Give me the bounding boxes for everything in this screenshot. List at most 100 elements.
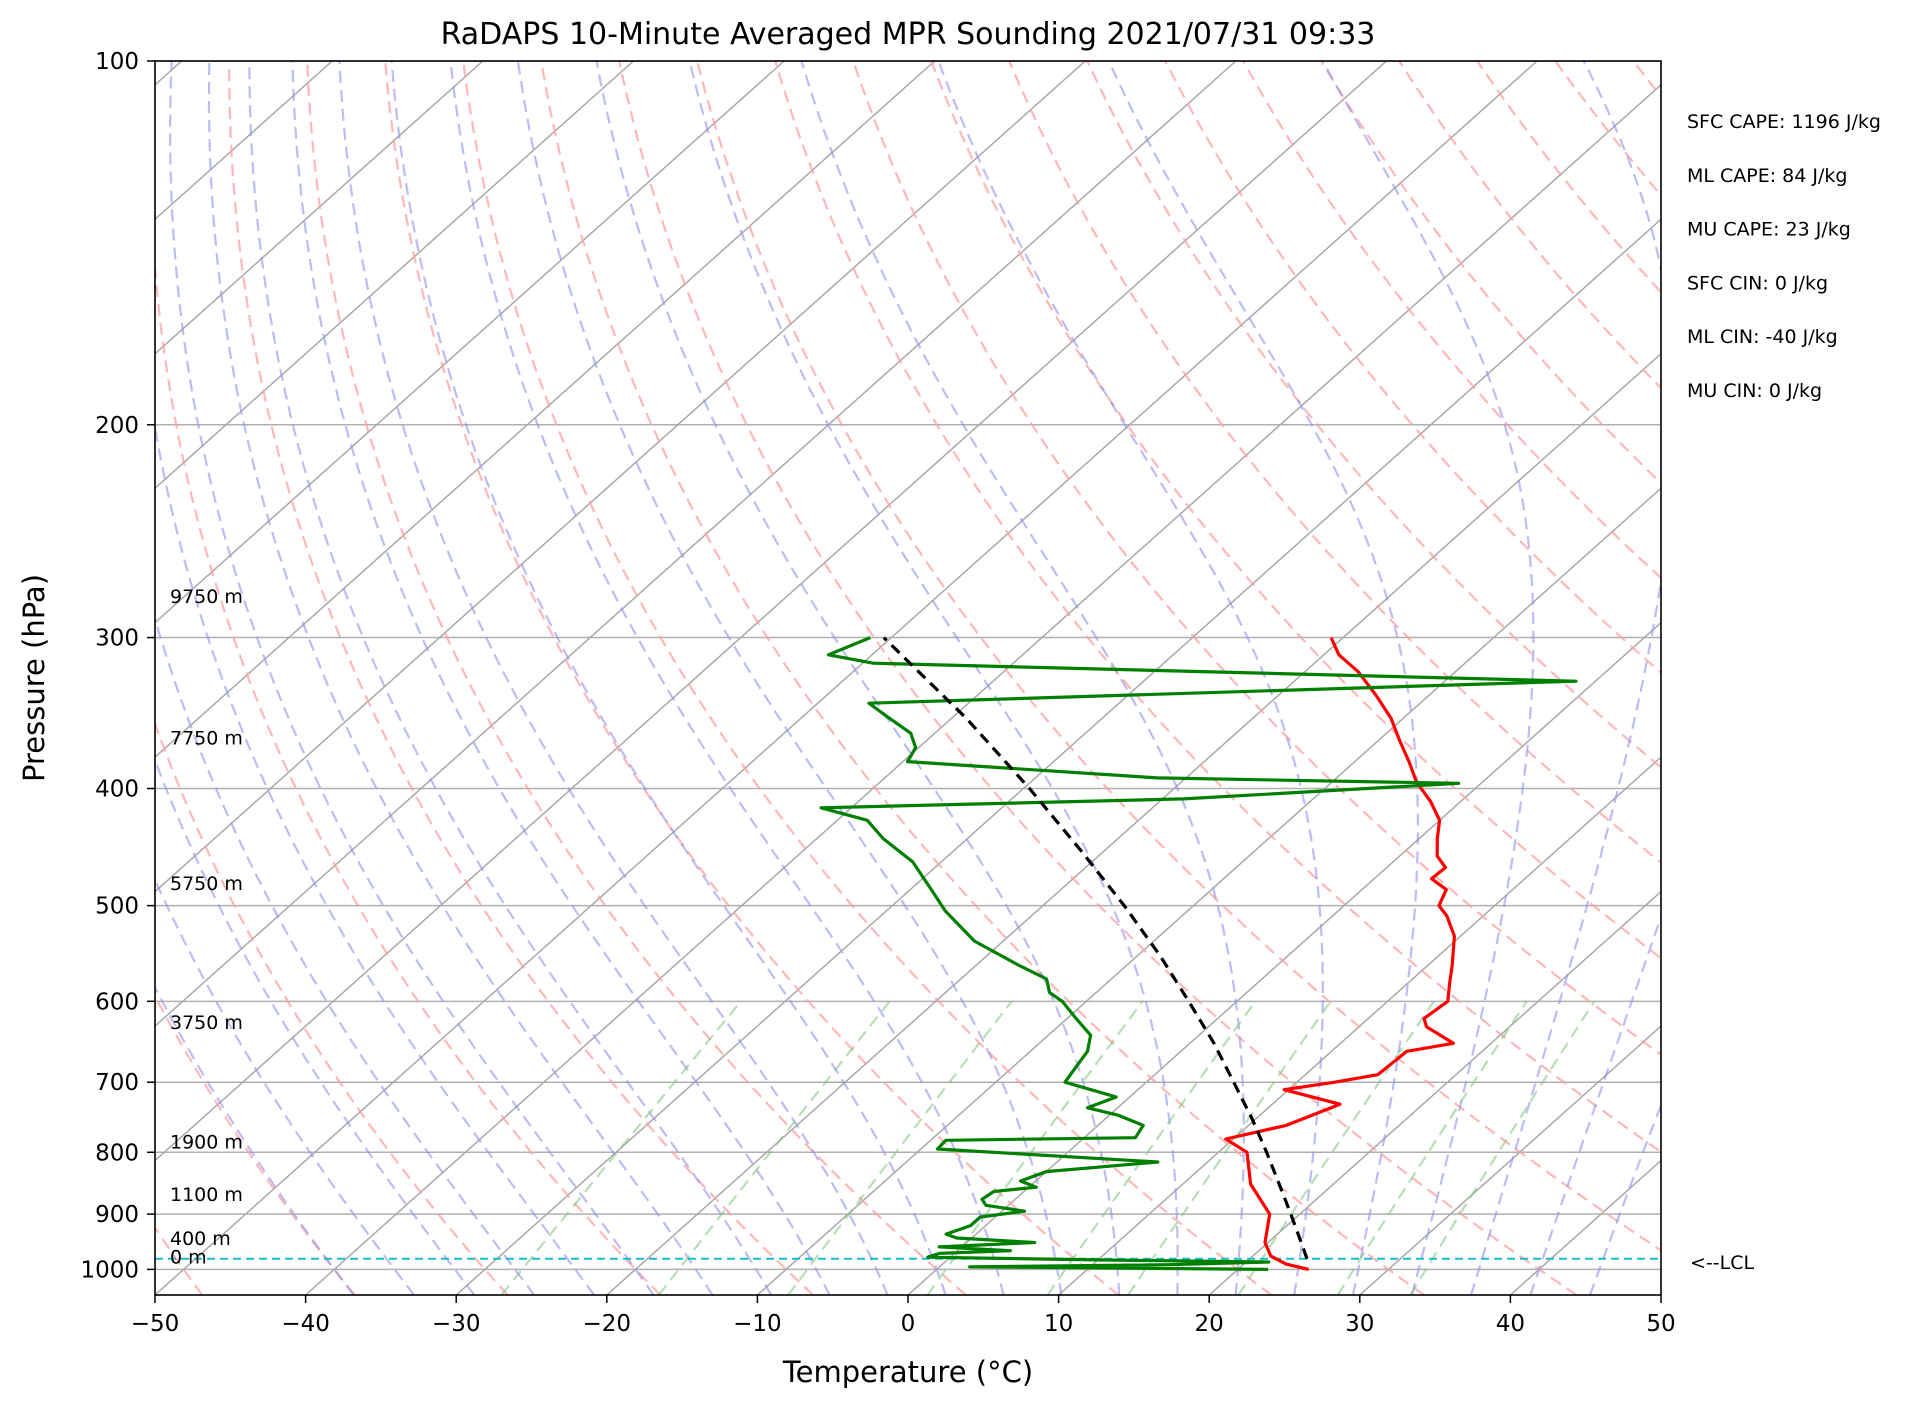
isotherm-line bbox=[155, 61, 1538, 1295]
moist-adiabat-line bbox=[207, 61, 714, 1295]
y-tick-label: 600 bbox=[95, 989, 139, 1015]
stat-text: MU CIN: 0 J/kg bbox=[1687, 380, 1822, 402]
moist-adiabat-line bbox=[937, 61, 1324, 1295]
isotherm-line bbox=[155, 61, 1237, 1028]
y-tick-label: 400 bbox=[95, 777, 139, 803]
x-tick-label: −10 bbox=[733, 1311, 782, 1337]
moist-adiabat-line bbox=[248, 61, 773, 1295]
dry-adiabat-line bbox=[1164, 61, 1661, 674]
moist-adiabat-line bbox=[1107, 61, 1419, 1295]
x-tick-label: −20 bbox=[583, 1311, 632, 1337]
stats-panel: SFC CAPE: 1196 J/kg ML CAPE: 84 J/kg MU CA… bbox=[1687, 111, 1881, 402]
dry-adiabat-line bbox=[1867, 61, 1925, 1295]
y-tick-label: 1000 bbox=[80, 1257, 139, 1283]
parcel-profile bbox=[882, 636, 1309, 1260]
x-tick-label: 50 bbox=[1646, 1311, 1675, 1337]
dry-adiabat-line bbox=[306, 61, 967, 1295]
dry-adiabat-line bbox=[1086, 61, 1661, 769]
y-tick-label: 700 bbox=[95, 1070, 139, 1096]
moist-adiabat-line bbox=[291, 61, 831, 1295]
mixing-ratio-line bbox=[1046, 1000, 1257, 1295]
mixing-ratio-lines bbox=[500, 1000, 1596, 1295]
height-label: 3750 m bbox=[170, 1012, 243, 1034]
isotherm-line bbox=[1660, 1293, 1661, 1295]
mixing-ratio-line bbox=[1237, 1000, 1435, 1295]
dry-adiabat-line bbox=[384, 61, 1120, 1295]
mixing-ratio-line bbox=[1409, 1000, 1596, 1295]
mixing-ratio-line bbox=[500, 1000, 742, 1295]
x-tick-label: −30 bbox=[432, 1311, 481, 1337]
height-label: 1100 m bbox=[170, 1184, 243, 1206]
moist-adiabat-line bbox=[688, 61, 1179, 1295]
dry-adiabat-line bbox=[1789, 61, 1925, 1295]
isotherm-line bbox=[155, 61, 1086, 893]
y-tick-label: 100 bbox=[95, 49, 139, 75]
isotherm-line bbox=[155, 61, 785, 624]
isotherm-line bbox=[1359, 1025, 1661, 1295]
temperature-profile bbox=[1224, 636, 1456, 1271]
mixing-ratio-line bbox=[1336, 1000, 1528, 1295]
background-lines bbox=[155, 61, 1925, 1295]
dewpoint-profile bbox=[819, 636, 1578, 1271]
mixing-ratio-line bbox=[787, 1000, 1013, 1295]
isotherm-line bbox=[155, 61, 1387, 1162]
moist-adiabat-line bbox=[155, 757, 476, 1295]
x-axis-label: Temperature (°C) bbox=[782, 1355, 1033, 1389]
x-tick-label: 10 bbox=[1044, 1311, 1073, 1337]
height-label: 9750 m bbox=[170, 586, 243, 608]
isotherm-line bbox=[455, 218, 1661, 1295]
moist-adiabat-line bbox=[1470, 61, 1661, 1295]
moist-adiabat-line bbox=[168, 61, 655, 1295]
y-axis-ticks: 100 200 300 400 500 600 700 800 900 1000 bbox=[80, 49, 155, 1283]
dry-adiabat-line bbox=[540, 61, 1425, 1295]
height-labels: 9750 m 7750 m 5750 m 3750 m 1900 m 1100 m 400 … bbox=[170, 586, 243, 1269]
moist-adiabat-line bbox=[800, 61, 1245, 1295]
isotherm-line bbox=[1812, 61, 1925, 1295]
series-layer bbox=[819, 636, 1578, 1271]
moist-adiabat-line bbox=[155, 877, 415, 1295]
isotherm-line bbox=[155, 61, 936, 759]
isotherm-line bbox=[305, 83, 1661, 1295]
height-label: 7750 m bbox=[170, 727, 243, 749]
moist-adiabat-line bbox=[449, 61, 1005, 1295]
moist-adiabat-line bbox=[1321, 61, 1535, 1295]
chart-title: RaDAPS 10-Minute Averaged MPR Sounding 2… bbox=[441, 17, 1376, 52]
x-tick-label: 30 bbox=[1345, 1311, 1374, 1337]
moist-adiabats bbox=[155, 61, 1661, 1295]
dry-adiabats bbox=[155, 61, 1925, 1295]
y-tick-label: 500 bbox=[95, 894, 139, 920]
y-tick-label: 300 bbox=[95, 626, 139, 652]
y-tick-label: 200 bbox=[95, 413, 139, 439]
stat-text: ML CIN: -40 J/kg bbox=[1687, 326, 1838, 348]
dry-adiabat-line bbox=[155, 255, 662, 1295]
x-tick-label: 0 bbox=[901, 1311, 916, 1337]
isotherm-line bbox=[907, 621, 1661, 1295]
x-tick-label: −40 bbox=[281, 1311, 330, 1337]
height-label: 400 m bbox=[170, 1228, 231, 1250]
y-tick-label: 900 bbox=[95, 1202, 139, 1228]
height-label: 1900 m bbox=[170, 1131, 243, 1153]
height-label: 0 m bbox=[170, 1246, 207, 1268]
moist-adiabat-line bbox=[1529, 913, 1661, 1295]
dry-adiabat-line bbox=[696, 61, 1661, 1252]
moist-adiabat-line bbox=[155, 615, 536, 1295]
y-tick-label: 800 bbox=[95, 1140, 139, 1166]
isotherm-line bbox=[1208, 890, 1661, 1295]
dry-adiabat-line bbox=[462, 61, 1272, 1295]
x-tick-label: 20 bbox=[1195, 1311, 1224, 1337]
stat-text: SFC CAPE: 1196 J/kg bbox=[1687, 111, 1881, 133]
mixing-ratio-line bbox=[1127, 1000, 1332, 1295]
stat-text: SFC CIN: 0 J/kg bbox=[1687, 272, 1828, 294]
mixing-ratio-line bbox=[657, 1000, 891, 1295]
dry-adiabat-line bbox=[1632, 61, 1661, 99]
moist-adiabat-line bbox=[155, 985, 355, 1295]
dry-adiabat-line bbox=[1242, 61, 1661, 580]
isobars bbox=[155, 61, 1661, 1271]
isotherm-line bbox=[606, 352, 1661, 1295]
dry-adiabat-line bbox=[228, 61, 814, 1295]
isotherm-line bbox=[155, 61, 484, 355]
x-axis-ticks: −50 −40 −30 −20 −10 0 10 20 30 40 50 bbox=[131, 1295, 1676, 1337]
moist-adiabat-line bbox=[516, 61, 1063, 1295]
stat-text: MU CAPE: 23 J/kg bbox=[1687, 219, 1851, 241]
